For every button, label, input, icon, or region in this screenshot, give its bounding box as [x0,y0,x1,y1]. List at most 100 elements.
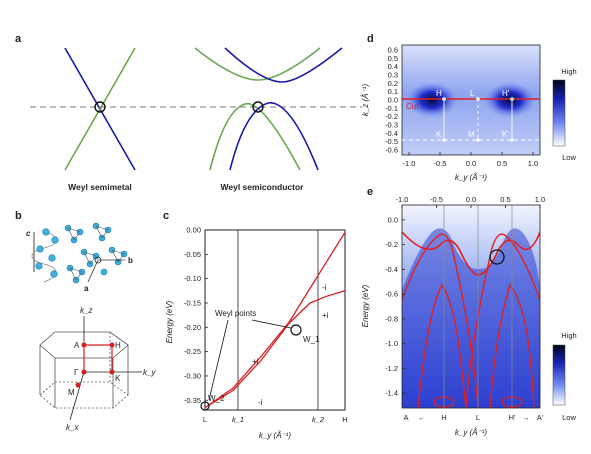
panel-a-label: a [15,33,22,45]
panel-c-ytick-label: -0.25 [184,347,201,356]
weyl-node-marker [94,101,106,113]
green-lower-band [209,102,301,171]
panel-d-ytick-label: 0.4 [388,62,398,71]
label-plus-i-upper: +i [322,311,329,320]
panel-e-top-tick-label: -1.0 [396,195,409,204]
weyl-point-W2-marker [200,401,210,411]
panel-e-colorbar [552,344,566,406]
panel-d-ytick-label: -0.4 [385,129,398,138]
panel-d-colorbar [552,79,566,147]
panel-d-ytick-label: 0.6 [388,46,398,55]
panel-e-top-ticks: -1.0 -0.5 0.0 0.5 1.0 [396,195,545,208]
weyl-semiconductor-caption: Weyl semiconductor [221,182,305,192]
label-plus-i-lower: +i [252,357,259,366]
green-upper-band [194,47,321,81]
bz-point-A: A [74,341,80,350]
panel-e-ytick-label: -0.8 [385,314,398,323]
panel-e-ytick-label: -0.6 [385,290,398,299]
bz-high-symmetry-points [75,342,115,388]
panel-d-colorbar-low: Low [562,153,576,162]
point-M: M [468,130,475,139]
panel-e-top-tick-label: -0.5 [430,195,443,204]
panel-e: e -1.0 -0.5 0.0 0.5 1.0 0.0 -0.2 -0.4 -0.6 -0.8 -… [361,186,577,437]
bz-bottom-face [39,381,129,409]
panel-d-ytick-label: 0.5 [388,54,398,63]
point-K-prime: K' [502,130,509,139]
panel-d-yticks: 0.60.50.40.30.20.10.0-0.1-0.2-0.3-0.4-0.… [385,46,398,155]
weyl-point-marker [489,249,505,265]
panel-d-ytick-label: -0.5 [385,137,398,146]
panel-b: b c [15,210,156,432]
panel-e-top-tick-label: 0.5 [500,195,510,204]
panel-d-xtick-label: -1.0 [403,159,416,168]
panel-e-label-A: A [403,413,408,422]
panel-c-xtick-H: H [342,415,347,424]
panel-e-arrow-right: → [522,413,530,422]
bz-point-H: H [115,341,121,350]
crystal-structure: c [26,222,133,293]
crystal-axis-a: a [84,284,89,293]
panel-d: d H L H' K M K' Cut i 0.60.50.40.30.20.1… [361,33,577,182]
panel-e-ytick-label: -1.0 [385,339,398,348]
panel-e-xlabel: k_y (Å⁻¹) [455,428,488,437]
panel-c-xlabel: k_y (Å⁻¹) [259,431,292,440]
panel-d-label: d [367,33,374,45]
bz-point-M: M [68,388,75,397]
panel-d-markers [442,97,514,142]
panel-d-ylabel: k_z (Å⁻¹) [361,84,370,117]
panel-e-ylabel: Energy (eV) [361,284,370,327]
weyl-node-marker [252,101,264,113]
panel-c-ytick-label: 0.00 [186,226,201,235]
panel-d-xtick-label: 0.5 [497,159,507,168]
panel-b-label: b [15,210,22,222]
panel-a: a Weyl semimetal Weyl semiconductor [15,33,362,192]
panel-d-ytick-label: 0.3 [388,71,398,80]
panel-c: c 0.00 -0.05 -0.10 -0.15 -0.20 -0.25 -0.30 -0.3… [163,210,348,440]
weyl-points-arrow-W1 [251,319,292,329]
panel-d-ytick-label: 0.1 [388,87,398,96]
panel-d-xlabel: k_y (Å⁻¹) [455,173,488,182]
weyl-semimetal-diagram [30,47,362,171]
panel-d-ytick-label: -0.2 [385,112,398,121]
panel-e-yticks: 0.0 -0.2 -0.4 -0.6 -0.8 -1.0 -1.2 -1.4 [385,215,405,398]
panel-e-bands [402,228,540,408]
band-curve-minus-i [204,290,346,409]
panel-d-ytick-label: 0.0 [388,96,398,105]
point-H: H [436,89,442,98]
point-L: L [470,89,475,98]
panel-e-label-A-prime: A' [537,413,544,422]
weyl-points-arrow-W2 [208,319,229,401]
panel-c-frame [204,229,346,411]
panel-c-ytick-label: -0.20 [184,323,201,332]
panel-c-label: c [163,210,169,222]
label-W1: W_1 [303,335,320,344]
weyl-point-W1-marker [290,324,302,336]
panel-d-xtick-label: -0.5 [434,159,447,168]
panel-c-ytick-label: -0.30 [184,371,201,380]
crystal-axis-b: b [128,256,133,265]
intensity-hotspot-H-prime [484,82,536,118]
panel-e-top-tick-label: 0.0 [466,195,476,204]
panel-e-arrow-left: ← [418,413,426,422]
point-K: K [436,130,442,139]
panel-e-ytick-label: -0.2 [385,240,398,249]
panel-c-yticks: 0.00 -0.05 -0.10 -0.15 -0.20 -0.25 -0.30 -0.35 [184,226,208,405]
panel-c-ytick-label: -0.35 [184,396,201,405]
panel-e-label-H: H [441,413,446,422]
bz-axis-kx: k_x [66,423,79,432]
panel-c-xtick-k1: k_1 [232,415,244,424]
label-minus-i-upper: -i [322,283,327,292]
point-H-prime: H' [502,89,510,98]
panel-c-ytick-label: -0.05 [184,250,201,259]
bz-axis-kz: k_z [80,306,92,315]
intensity-hotspot-H [406,82,458,118]
panel-e-top-tick-label: 1.0 [535,195,545,204]
panel-e-ytick-label: -1.2 [385,364,398,373]
panel-e-label: e [367,186,373,198]
panel-d-ytick-label: -0.6 [385,146,398,155]
cut-i-label: Cut i [406,102,423,111]
brillouin-zone [39,316,142,421]
blue-upper-band [224,47,343,83]
label-minus-i-lower: -i [258,398,263,407]
